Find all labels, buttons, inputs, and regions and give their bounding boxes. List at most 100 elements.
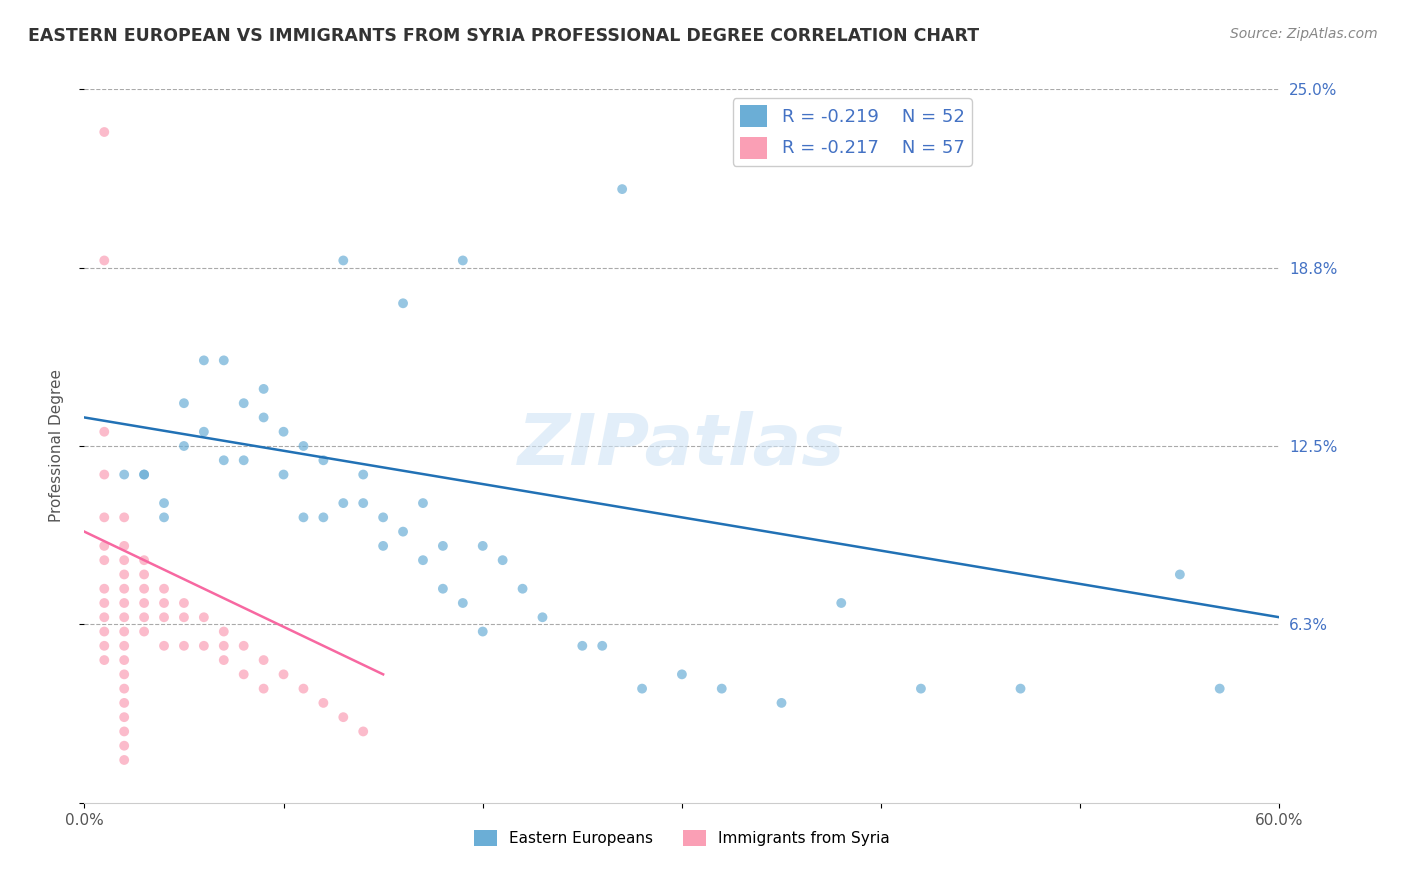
Point	[153, 510, 176, 524]
Point	[432, 582, 454, 596]
Point	[451, 253, 474, 268]
Point	[392, 296, 415, 310]
Point	[112, 753, 135, 767]
Point	[132, 582, 156, 596]
Point	[591, 639, 613, 653]
Point	[93, 610, 115, 624]
Point	[253, 382, 276, 396]
Point	[132, 553, 156, 567]
Point	[312, 510, 335, 524]
Point	[631, 681, 654, 696]
Point	[352, 496, 374, 510]
Point	[93, 253, 115, 268]
Point	[173, 396, 195, 410]
Point	[93, 582, 115, 596]
Point	[830, 596, 852, 610]
Point	[212, 639, 235, 653]
Point	[132, 610, 156, 624]
Point	[273, 667, 295, 681]
Point	[132, 467, 156, 482]
Y-axis label: Professional Degree: Professional Degree	[49, 369, 63, 523]
Point	[153, 610, 176, 624]
Point	[193, 353, 215, 368]
Point	[112, 539, 135, 553]
Point	[93, 596, 115, 610]
Point	[253, 653, 276, 667]
Point	[112, 739, 135, 753]
Point	[112, 553, 135, 567]
Point	[292, 681, 315, 696]
Point	[412, 496, 434, 510]
Point	[132, 567, 156, 582]
Point	[432, 539, 454, 553]
Point	[352, 467, 374, 482]
Point	[273, 425, 295, 439]
Point	[153, 596, 176, 610]
Point	[212, 653, 235, 667]
Point	[710, 681, 733, 696]
Point	[232, 639, 254, 653]
Point	[93, 653, 115, 667]
Point	[671, 667, 693, 681]
Point	[112, 696, 135, 710]
Point	[232, 667, 254, 681]
Point	[112, 681, 135, 696]
Point	[612, 182, 634, 196]
Point	[153, 582, 176, 596]
Point	[232, 396, 254, 410]
Point	[173, 596, 195, 610]
Point	[292, 439, 315, 453]
Point	[412, 553, 434, 567]
Point	[392, 524, 415, 539]
Point	[332, 253, 354, 268]
Text: EASTERN EUROPEAN VS IMMIGRANTS FROM SYRIA PROFESSIONAL DEGREE CORRELATION CHART: EASTERN EUROPEAN VS IMMIGRANTS FROM SYRI…	[28, 27, 979, 45]
Point	[571, 639, 593, 653]
Point	[193, 425, 215, 439]
Point	[93, 624, 115, 639]
Point	[312, 696, 335, 710]
Point	[112, 467, 135, 482]
Point	[93, 539, 115, 553]
Point	[132, 467, 156, 482]
Point	[332, 710, 354, 724]
Point	[212, 453, 235, 467]
Point	[173, 439, 195, 453]
Point	[492, 553, 515, 567]
Text: ZIPatlas: ZIPatlas	[519, 411, 845, 481]
Point	[173, 610, 195, 624]
Point	[1010, 681, 1032, 696]
Point	[93, 553, 115, 567]
Text: Source: ZipAtlas.com: Source: ZipAtlas.com	[1230, 27, 1378, 41]
Point	[153, 639, 176, 653]
Point	[112, 724, 135, 739]
Point	[112, 582, 135, 596]
Point	[112, 610, 135, 624]
Point	[193, 610, 215, 624]
Point	[93, 639, 115, 653]
Point	[232, 453, 254, 467]
Point	[770, 696, 793, 710]
Point	[471, 624, 494, 639]
Point	[312, 453, 335, 467]
Point	[173, 639, 195, 653]
Point	[93, 467, 115, 482]
Point	[112, 510, 135, 524]
Point	[273, 467, 295, 482]
Point	[212, 624, 235, 639]
Point	[93, 510, 115, 524]
Point	[253, 410, 276, 425]
Point	[332, 496, 354, 510]
Point	[1209, 681, 1232, 696]
Point	[112, 596, 135, 610]
Point	[112, 710, 135, 724]
Point	[93, 425, 115, 439]
Point	[112, 667, 135, 681]
Point	[93, 125, 115, 139]
Point	[112, 639, 135, 653]
Point	[292, 510, 315, 524]
Point	[112, 567, 135, 582]
Point	[193, 639, 215, 653]
Point	[112, 653, 135, 667]
Point	[451, 596, 474, 610]
Point	[352, 724, 374, 739]
